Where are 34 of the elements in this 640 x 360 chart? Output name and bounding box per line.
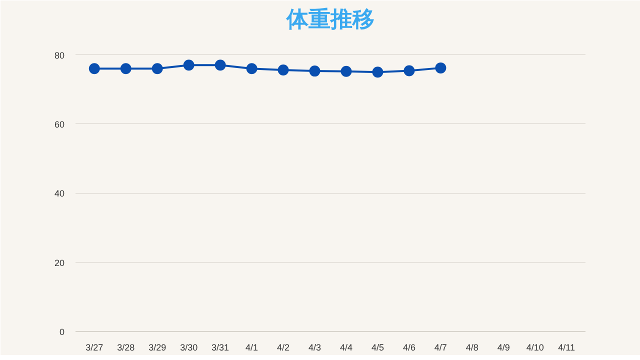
point: [183, 60, 194, 71]
x-tick-label: 4/9: [497, 342, 510, 352]
point: [278, 64, 289, 76]
x-tick-label: 4/4: [340, 342, 352, 352]
x-tick-label: 3/28: [117, 342, 135, 352]
y-tick-label: 60: [54, 119, 65, 130]
point: [340, 66, 352, 77]
x-tick-label: 3/31: [212, 342, 230, 352]
x-tick-label: 4/11: [558, 342, 576, 352]
point: [214, 60, 226, 71]
y-tick-label: 80: [54, 50, 65, 60]
x-tick-label: 3/30: [180, 342, 198, 352]
x-tick-label: 3/29: [148, 342, 166, 352]
point: [309, 66, 320, 77]
y-tick-label: 0: [59, 327, 65, 337]
point: [372, 66, 384, 78]
point: [435, 62, 446, 74]
x-tick-label: 3/27: [86, 342, 104, 352]
x-tick-label: 4/3: [308, 342, 322, 352]
y-tick-label: 40: [54, 188, 65, 199]
x-tick-label: 4/5: [371, 342, 384, 352]
chart-title: 体重推移: [286, 8, 374, 32]
point: [152, 63, 163, 74]
x-tick-label: 4/2: [277, 342, 290, 352]
x-tick-label: 4/1: [246, 342, 258, 352]
point: [404, 65, 415, 76]
x-tick-label: 4/6: [402, 342, 416, 352]
x-tick-label: 4/10: [526, 342, 544, 352]
point: [88, 63, 100, 74]
point: [120, 63, 132, 74]
point: [246, 63, 258, 74]
y-tick-label: 20: [54, 258, 65, 268]
x-tick-label: 4/7: [434, 342, 447, 352]
x-tick-label: 4/8: [466, 342, 478, 352]
